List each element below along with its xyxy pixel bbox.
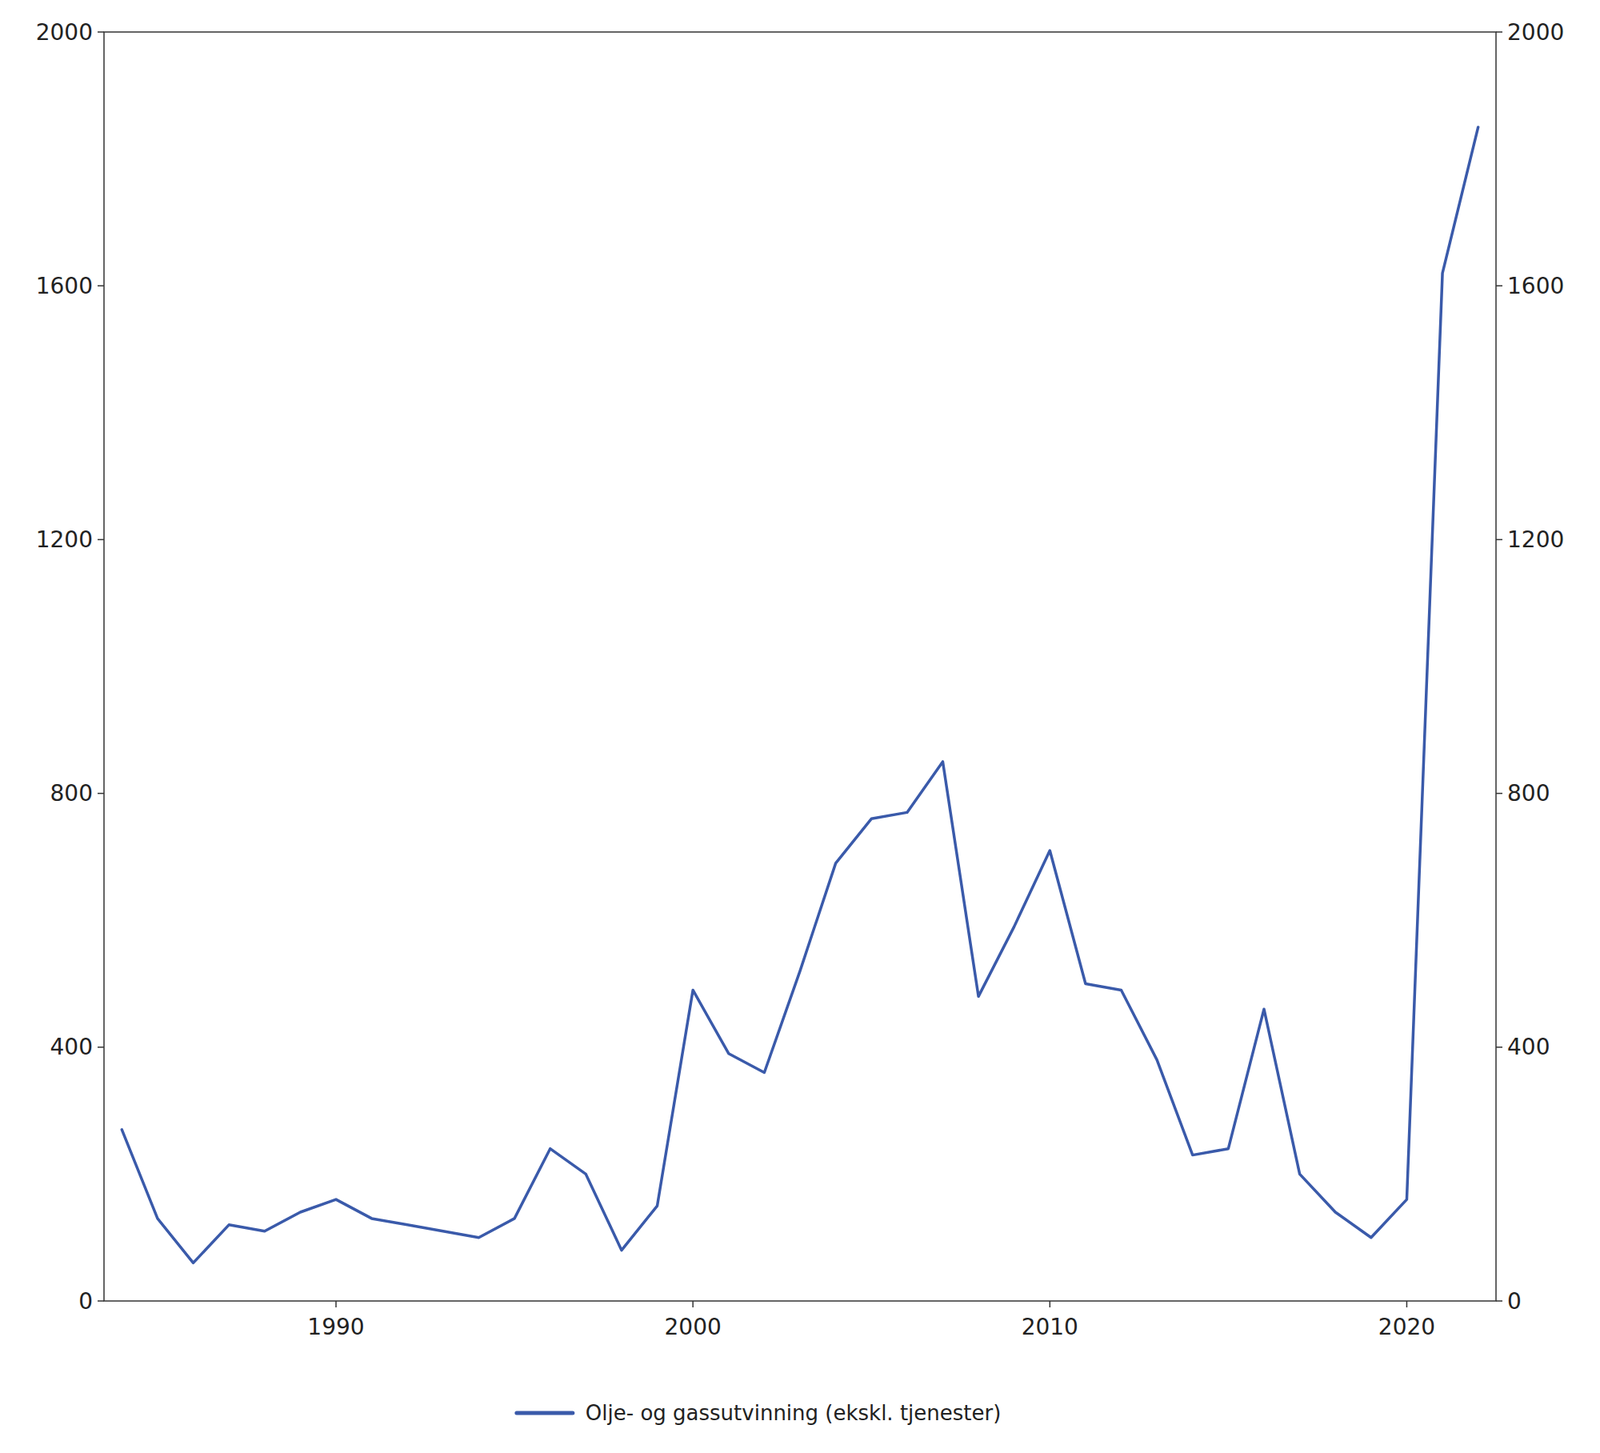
x-axis: 1990 2000 2010 2020 xyxy=(307,1300,1436,1340)
y-axis: 0 400 800 1200 1600 2000 xyxy=(36,19,104,1315)
series-line xyxy=(121,127,1478,1263)
x-tick xyxy=(335,1300,337,1308)
y-tick-label: 1600 xyxy=(36,272,93,300)
y-tick xyxy=(97,539,104,541)
legend: Olje- og gassutvinning (ekskl. tjenester… xyxy=(516,1400,1001,1425)
y-tick-label: 1200 xyxy=(36,526,93,553)
y-tick xyxy=(97,1300,104,1302)
x-tick-label: 1990 xyxy=(307,1313,364,1340)
x-tick xyxy=(1406,1300,1408,1308)
y2-tick-label: 2000 xyxy=(1507,19,1564,46)
y2-tick-label: 0 xyxy=(1507,1288,1522,1315)
y-tick xyxy=(97,792,104,795)
y2-tick-label: 1200 xyxy=(1507,526,1564,553)
y-tick-label: 0 xyxy=(78,1288,93,1315)
y-tick xyxy=(97,1046,104,1048)
y2-tick-label: 1600 xyxy=(1507,272,1564,300)
y2-tick-label: 800 xyxy=(1507,780,1550,807)
y-tick xyxy=(97,31,104,33)
y-tick-label: 800 xyxy=(50,780,93,807)
legend-label: Olje- og gassutvinning (ekskl. tjenester… xyxy=(585,1400,1001,1425)
y2-tick xyxy=(1496,1046,1503,1048)
y2-axis: 0 400 800 1200 1600 2000 xyxy=(1496,19,1564,1315)
y-tick-label: 2000 xyxy=(36,19,93,46)
y2-tick xyxy=(1496,539,1503,541)
background xyxy=(0,0,1600,1453)
chart-container: 1990 2000 2010 2020 0 400 800 1200 1600 2000 0 400 8… xyxy=(0,0,1600,1453)
x-tick xyxy=(1049,1300,1052,1308)
y2-tick xyxy=(1496,792,1503,795)
y2-tick-label: 400 xyxy=(1507,1033,1550,1060)
plot-frame xyxy=(104,32,1496,1301)
x-tick-label: 2010 xyxy=(1021,1313,1079,1340)
plot-area xyxy=(121,127,1478,1263)
x-tick-label: 2000 xyxy=(664,1313,722,1340)
y-tick xyxy=(97,284,104,287)
x-tick xyxy=(692,1300,694,1308)
chart-svg: 1990 2000 2010 2020 0 400 800 1200 1600 2000 0 400 8… xyxy=(0,0,1600,1453)
y-tick-label: 400 xyxy=(50,1033,93,1060)
legend-swatch xyxy=(516,1411,573,1416)
y2-tick xyxy=(1496,1300,1503,1302)
x-tick-label: 2020 xyxy=(1378,1313,1436,1340)
y2-tick xyxy=(1496,284,1503,287)
y2-tick xyxy=(1496,31,1503,33)
